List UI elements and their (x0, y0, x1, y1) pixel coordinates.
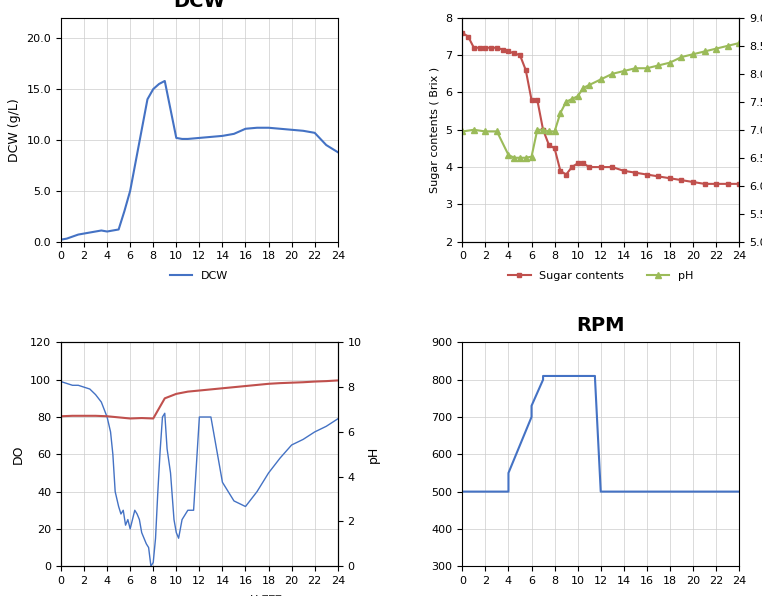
Legend: DO 현재값, pH 현재값: DO 현재값, pH 현재값 (113, 591, 286, 596)
Y-axis label: DCW (g/L): DCW (g/L) (8, 98, 21, 162)
Title: RPM: RPM (577, 316, 625, 336)
Legend: RPM 현재값: RPM 현재값 (557, 591, 645, 596)
Legend: DCW: DCW (166, 266, 233, 285)
Title: DCW: DCW (174, 0, 226, 11)
Legend: Sugar contents, pH: Sugar contents, pH (504, 266, 697, 285)
Y-axis label: DO: DO (11, 445, 24, 464)
Y-axis label: pH: pH (367, 446, 380, 463)
Y-axis label: Sugar contents ( Brix ): Sugar contents ( Brix ) (430, 67, 440, 193)
